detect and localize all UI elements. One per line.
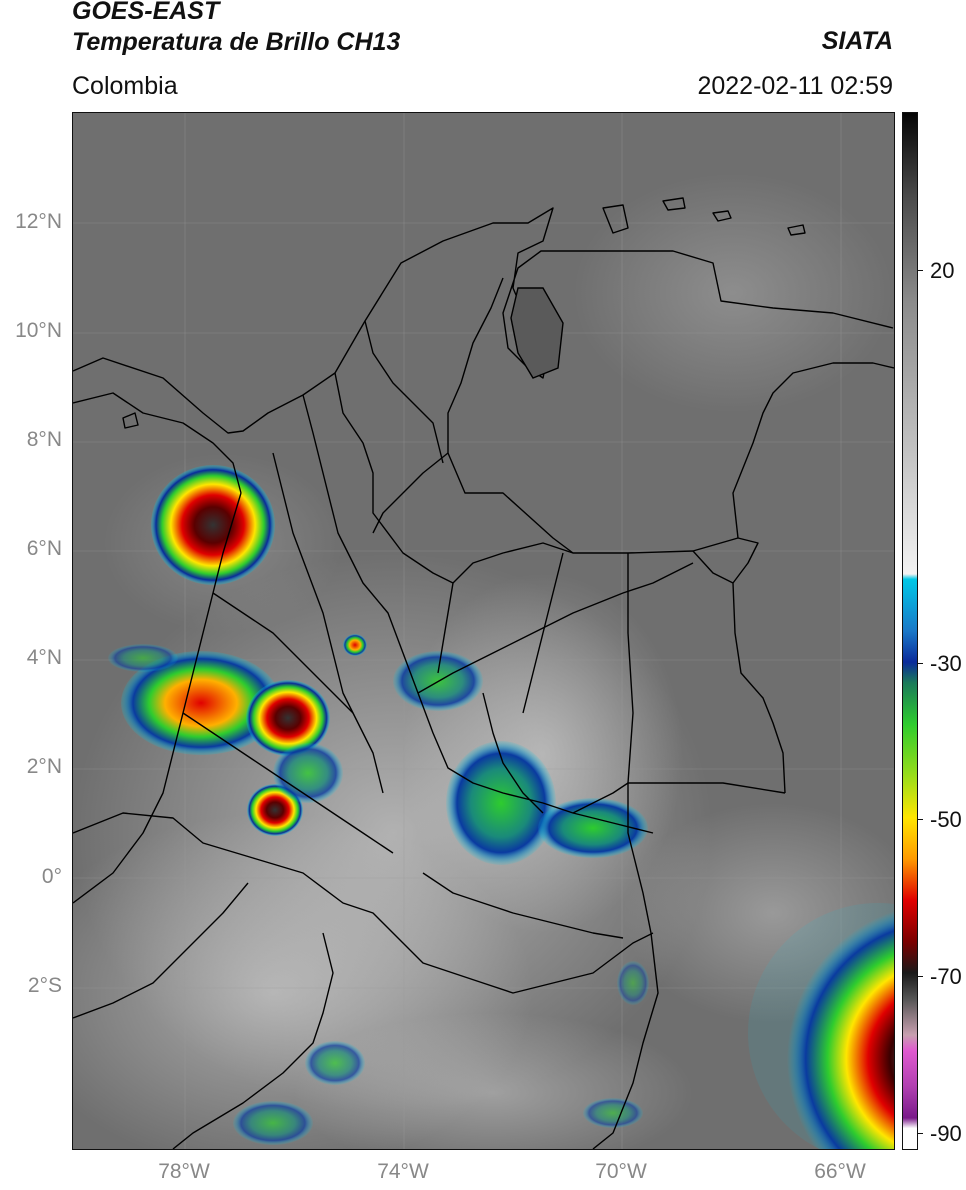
storm-llanos — [446, 741, 556, 865]
region-label: Colombia — [72, 72, 178, 100]
title-block: GOES-EAST Temperatura de Brillo CH13 — [72, 0, 400, 58]
organization-label: SIATA — [821, 27, 893, 55]
lat-label-10n: 10°N — [15, 319, 62, 342]
borders — [73, 197, 894, 1149]
storm-pacific — [121, 651, 281, 755]
colorbar-tick-m30 — [917, 663, 923, 664]
colorbar-label-m50: -50 — [930, 807, 962, 832]
cell-sw-2 — [233, 1101, 313, 1145]
colorbar-tick-m90 — [917, 1133, 923, 1134]
cell-n-amaz — [617, 961, 649, 1005]
colorbar-label-20: 20 — [930, 258, 955, 283]
storm-uraba — [151, 465, 275, 585]
datetime-label: 2022-02-11 02:59 — [697, 72, 893, 100]
storm-central — [246, 680, 330, 756]
storm-small-1 — [343, 634, 367, 656]
lat-label-12n: 12°N — [15, 210, 62, 233]
cell-s — [583, 1098, 643, 1128]
colorbar-tick-m70 — [917, 976, 923, 977]
lat-label-2s: 2°S — [27, 974, 62, 997]
lat-label-0: 0° — [41, 865, 62, 888]
product-title: Temperatura de Brillo CH13 — [72, 28, 401, 56]
storm-amazon — [748, 903, 894, 1149]
colorbar-label-m30: -30 — [930, 651, 962, 676]
lat-label-8n: 8°N — [26, 428, 62, 451]
colorbar-label-m70: -70 — [930, 964, 962, 989]
convective-cells — [108, 465, 894, 1149]
lon-label-74w: 74°W — [377, 1160, 429, 1183]
lon-label-78w: 78°W — [158, 1160, 210, 1183]
colorbar-tick-20 — [917, 270, 923, 271]
lon-label-70w: 70°W — [595, 1160, 647, 1183]
lat-label-4n: 4°N — [26, 646, 62, 669]
lat-label-2n: 2°N — [26, 755, 62, 778]
temperature-colorbar — [902, 112, 918, 1150]
colorbar-label-m90: -90 — [930, 1121, 962, 1146]
lat-label-6n: 6°N — [26, 537, 62, 560]
satellite-title: GOES-EAST — [72, 0, 220, 25]
cell-sw-1 — [305, 1041, 365, 1085]
lon-label-66w: 66°W — [814, 1160, 866, 1183]
colorbar-tick-m50 — [917, 819, 923, 820]
cell-pac-2 — [108, 644, 178, 672]
storm-cauca — [273, 743, 343, 803]
satellite-map — [72, 112, 895, 1150]
lake-maracaibo — [510, 287, 564, 379]
storm-east — [538, 798, 648, 858]
